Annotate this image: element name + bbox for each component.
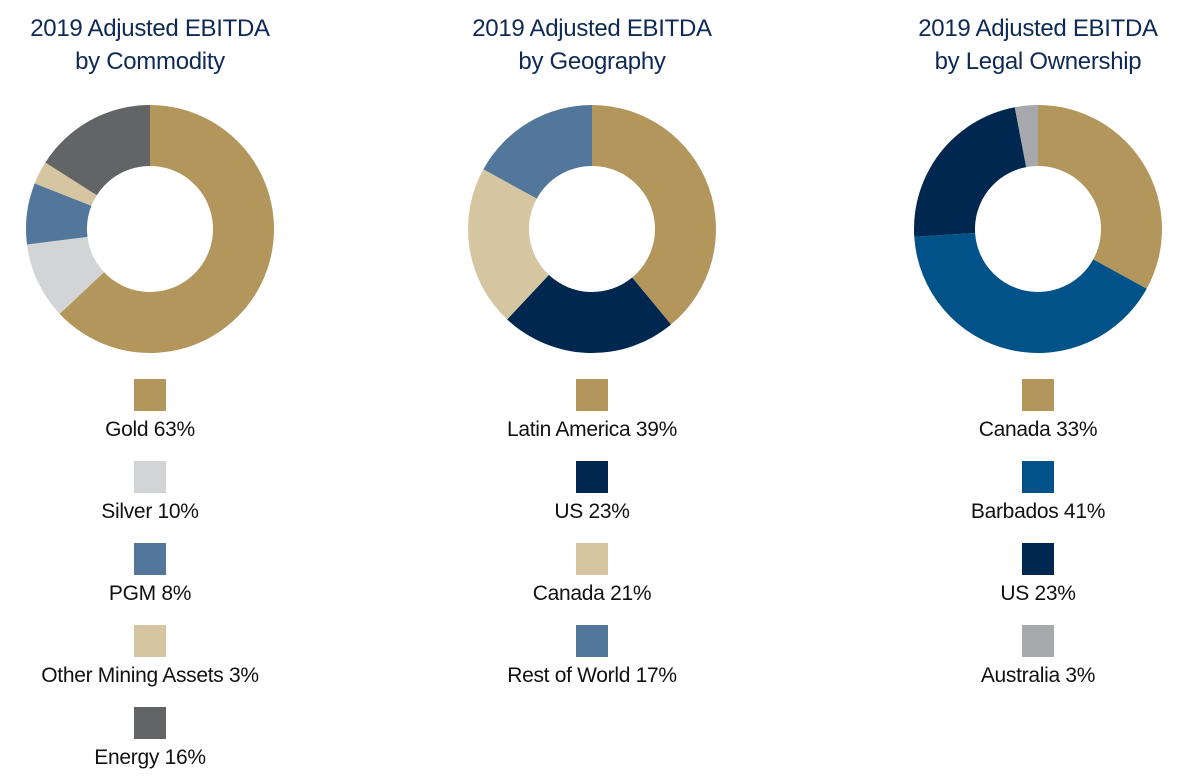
slice-us <box>507 274 672 353</box>
chart-title: 2019 Adjusted EBITDA by Geography <box>442 12 742 78</box>
slice-silver <box>26 236 105 314</box>
legend-label: Silver 10% <box>101 500 199 523</box>
donut-chart-commodity <box>26 105 274 353</box>
legend-label: Canada 33% <box>978 418 1098 441</box>
slice-rest-of-world <box>483 104 592 199</box>
slice-other-mining-assets <box>34 162 97 206</box>
legend-swatch <box>576 461 608 493</box>
legend-label: Gold 63% <box>105 418 195 441</box>
chart-title-line-2: by Commodity <box>75 48 225 75</box>
legend-swatch <box>1022 379 1054 411</box>
chart-title-line-1: 2019 Adjusted EBITDA <box>30 15 270 42</box>
slice-barbados <box>914 232 1147 353</box>
legend-swatch <box>576 543 608 575</box>
chart-title-line-2: by Legal Ownership <box>934 48 1142 75</box>
donut-chart-geography <box>468 104 716 353</box>
chart-commodity: 2019 Adjusted EBITDA by Commodity Gold 6… <box>0 0 300 781</box>
legend-label: Rest of World 17% <box>507 664 677 687</box>
chart-geography: 2019 Adjusted EBITDA by Geography Latin … <box>442 0 742 781</box>
chart-title: 2019 Adjusted EBITDA by Commodity <box>0 12 300 78</box>
chart-title-line-1: 2019 Adjusted EBITDA <box>918 15 1158 42</box>
legend-swatch <box>134 379 166 411</box>
chart-title-line-1: 2019 Adjusted EBITDA <box>472 15 712 42</box>
legend-swatch <box>576 379 608 411</box>
chart-title-line-2: by Geography <box>518 48 666 75</box>
slice-us <box>914 107 1027 237</box>
chart-legal-ownership: 2019 Adjusted EBITDA by Legal Ownership … <box>888 0 1182 781</box>
legend-swatch <box>134 707 166 739</box>
legend-swatch <box>576 625 608 657</box>
slice-canada <box>1038 105 1162 289</box>
chart-title: 2019 Adjusted EBITDA by Legal Ownership <box>888 12 1182 78</box>
donut-chart-legal-ownership <box>914 105 1162 353</box>
legend-label: Energy 16% <box>94 746 206 769</box>
slice-australia <box>1014 105 1038 168</box>
legend-swatch <box>134 625 166 657</box>
legend-label: US 23% <box>1000 582 1076 605</box>
legend-label: Canada 21% <box>532 582 652 605</box>
legend-label: PGM 8% <box>108 582 192 605</box>
slice-energy <box>45 105 150 196</box>
legend-swatch <box>1022 543 1054 575</box>
legend-swatch <box>1022 625 1054 657</box>
legend-label: Barbados 41% <box>970 500 1106 523</box>
legend-label: Australia 3% <box>980 664 1096 687</box>
legend-label: US 23% <box>554 500 630 523</box>
legend-label: Other Mining Assets 3% <box>41 664 259 687</box>
legend-swatch <box>1022 461 1054 493</box>
slice-latin-america <box>592 105 716 325</box>
legend-swatch <box>134 543 166 575</box>
slice-gold <box>59 105 274 353</box>
slice-canada <box>468 169 549 320</box>
slice-pgm <box>26 183 92 245</box>
legend-swatch <box>134 461 166 493</box>
legend-label: Latin America 39% <box>507 418 677 441</box>
